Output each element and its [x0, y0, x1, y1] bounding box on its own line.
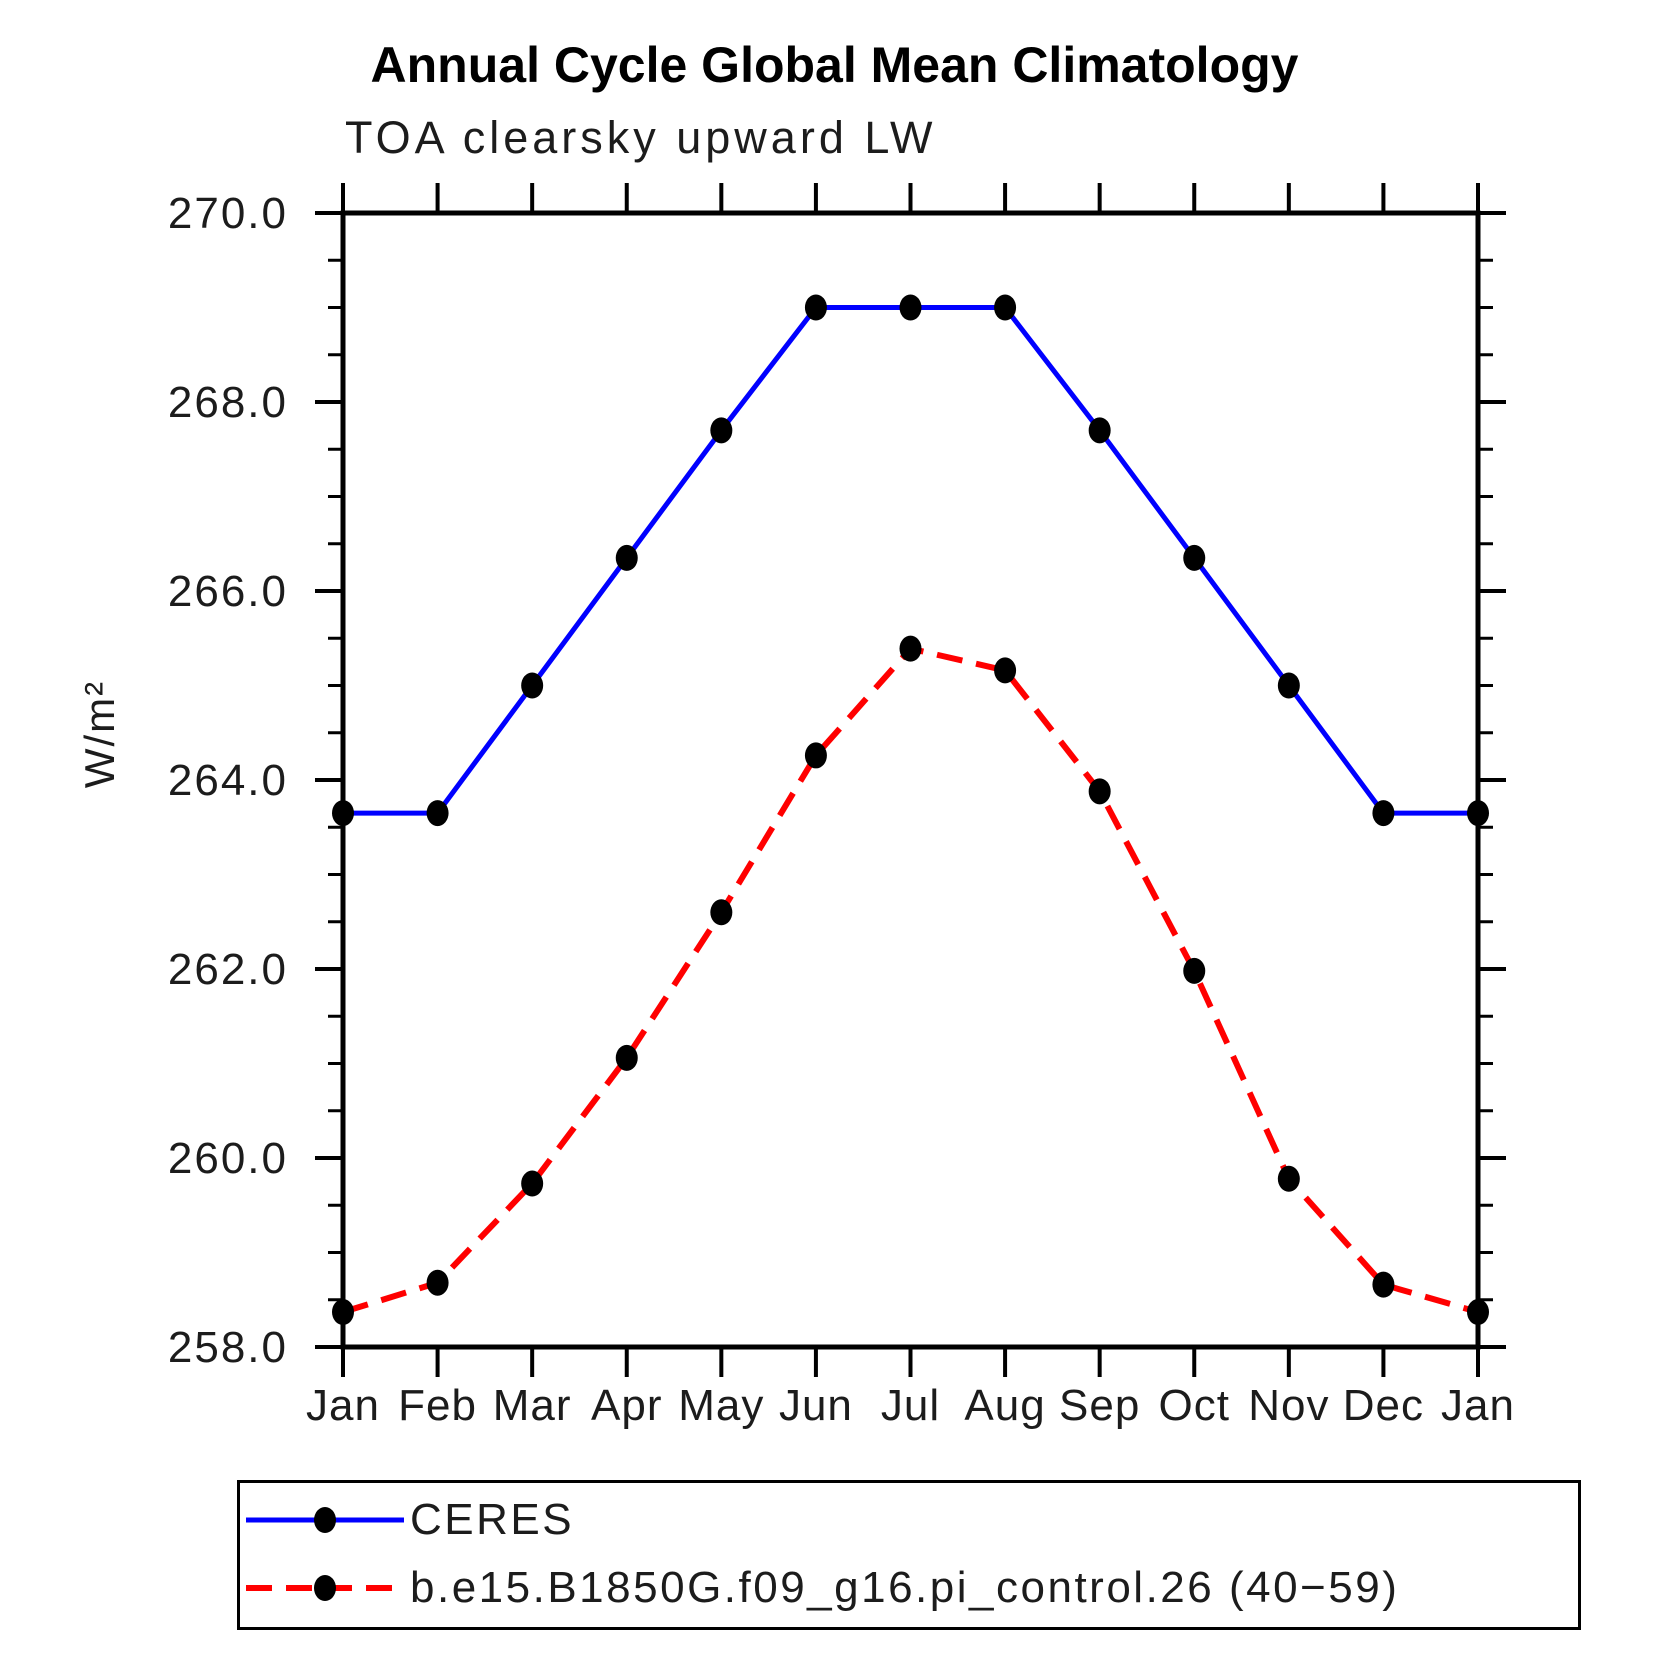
y-axis-tick-labels: 270.0 268.0 266.0 264.0 262.0 260.0 258.0: [168, 189, 288, 1372]
x-tick-label: Mar: [493, 1381, 572, 1430]
x-axis-ticks: [341, 183, 1480, 1377]
x-tick-label: Feb: [398, 1381, 477, 1430]
y-tick-label: 266.0: [168, 567, 288, 616]
series-markers-0: [332, 294, 1489, 827]
x-tick-label: Apr: [591, 1381, 662, 1430]
dashed-line-marker-icon: [246, 1575, 404, 1601]
x-tick-label: Sep: [1059, 1381, 1140, 1430]
legend-label-model: b.e15.B1850G.f09_g16.pi_control.26 (40−5…: [410, 1563, 1400, 1612]
y-tick-label: 260.0: [168, 1134, 288, 1183]
y-tick-label: 262.0: [168, 945, 288, 994]
x-tick-label: May: [678, 1381, 764, 1430]
x-tick-label: Oct: [1159, 1381, 1230, 1430]
legend-label-ceres: CERES: [410, 1495, 575, 1544]
y-tick-label: 258.0: [168, 1323, 288, 1372]
x-tick-label: Jan: [1441, 1381, 1515, 1430]
y-tick-label: 264.0: [168, 756, 288, 805]
chart-subtitle: TOA clearsky upward LW: [345, 112, 937, 163]
x-tick-label: Jun: [779, 1381, 853, 1430]
legend-entry-model: b.e15.B1850G.f09_g16.pi_control.26 (40−5…: [240, 1563, 1399, 1613]
solid-line-marker-icon: [246, 1507, 404, 1533]
x-tick-label: Dec: [1343, 1381, 1424, 1430]
x-axis-tick-labels: Jan Feb Mar Apr May Jun Jul Aug Sep Oct Nov Dec Jan: [306, 1381, 1515, 1430]
series-line-0: [343, 305, 1478, 816]
y-tick-label: 268.0: [168, 378, 288, 427]
y-axis-ticks: [315, 211, 1506, 1349]
series-markers-1: [332, 635, 1489, 1326]
legend: CERES b.e15.B1850G.f09_g16.pi_control.26…: [237, 1480, 1581, 1630]
x-tick-label: Jan: [306, 1381, 380, 1430]
axis-box: [340, 210, 1481, 1350]
x-tick-label: Nov: [1248, 1381, 1329, 1430]
series-line-1: [342, 645, 1479, 1315]
x-tick-label: Jul: [881, 1381, 940, 1430]
x-tick-label: Aug: [964, 1381, 1045, 1430]
chart-title: Annual Cycle Global Mean Climatology: [370, 37, 1299, 93]
y-tick-label: 270.0: [168, 189, 288, 238]
legend-entry-ceres: CERES: [240, 1495, 574, 1545]
